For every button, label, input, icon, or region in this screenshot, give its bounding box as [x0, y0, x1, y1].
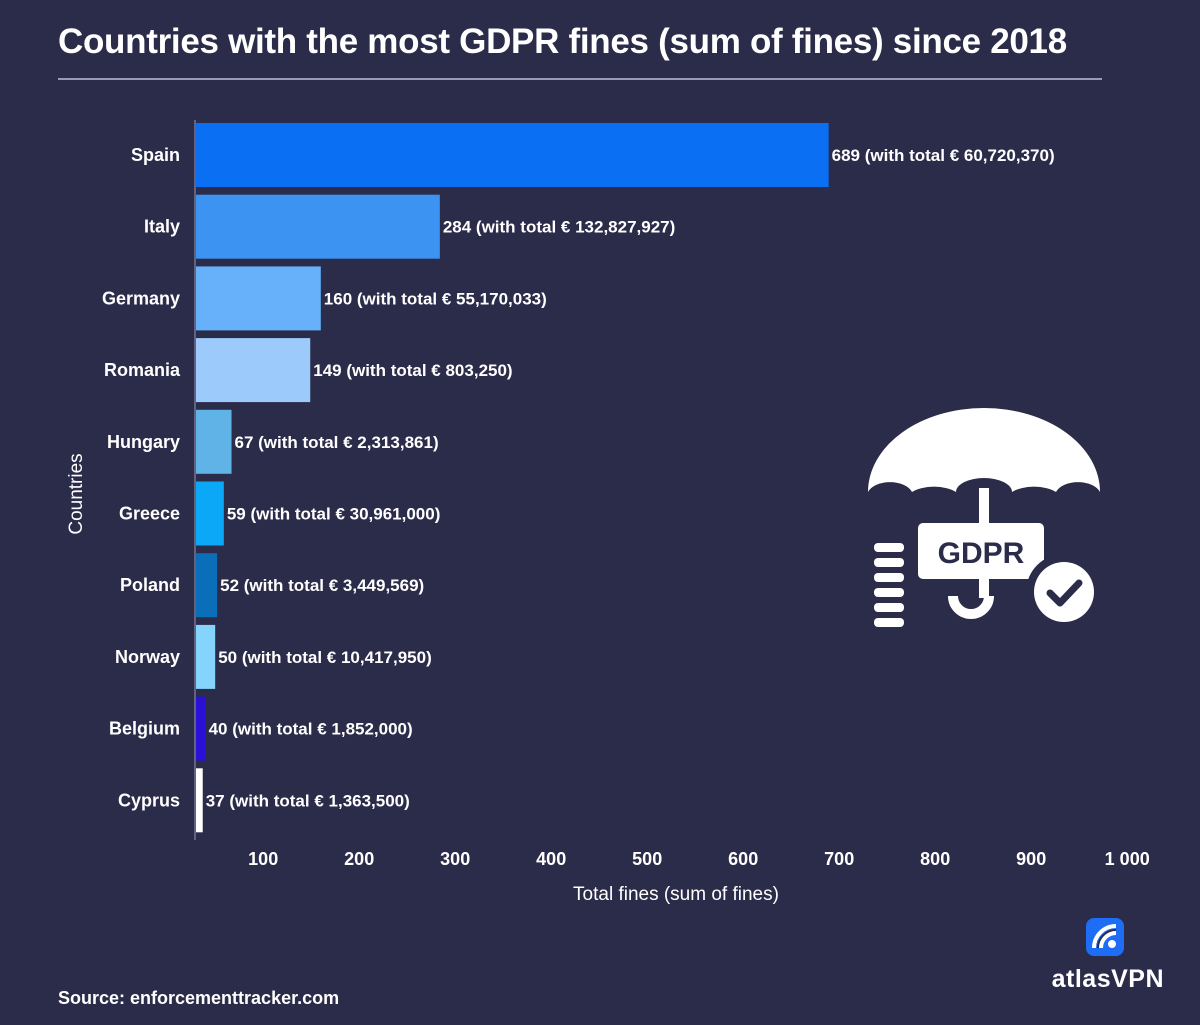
category-label-italy: Italy: [144, 217, 180, 237]
category-label-spain: Spain: [131, 145, 180, 165]
category-label-hungary: Hungary: [107, 432, 180, 452]
x-tick-label: 400: [536, 849, 566, 869]
data-label-hungary: 67 (with total € 2,313,861): [235, 433, 439, 452]
chart-title: Countries with the most GDPR fines (sum …: [58, 22, 1067, 61]
bar-cyprus: [196, 768, 203, 833]
data-label-germany: 160 (with total € 55,170,033): [324, 289, 547, 308]
gdpr-plate-label: GDPR: [938, 537, 1025, 570]
category-label-greece: Greece: [119, 504, 180, 524]
x-tick-label: 800: [920, 849, 950, 869]
atlasvpn-logo-icon: [1086, 918, 1124, 956]
data-label-greece: 59 (with total € 30,961,000): [227, 505, 441, 524]
x-axis-title: Total fines (sum of fines): [573, 884, 779, 905]
bar-spain: [196, 123, 829, 187]
y-axis-title: Countries: [66, 453, 87, 534]
x-tick-label: 900: [1016, 849, 1046, 869]
bar-hungary: [196, 409, 232, 474]
bar-belgium: [196, 696, 206, 761]
bar-germany: [196, 266, 321, 331]
category-label-poland: Poland: [120, 575, 180, 595]
category-label-norway: Norway: [115, 647, 180, 667]
bar-greece: [196, 481, 224, 546]
bar-poland: [196, 553, 218, 618]
data-label-spain: 689 (with total € 60,720,370): [832, 146, 1055, 165]
data-label-italy: 284 (with total € 132,827,927): [443, 218, 675, 237]
x-tick-label: 300: [440, 849, 470, 869]
category-label-germany: Germany: [102, 288, 180, 308]
bar-norway: [196, 624, 216, 689]
bar-romania: [196, 338, 311, 403]
data-label-cyprus: 37 (with total € 1,363,500): [206, 791, 410, 810]
bar-italy: [196, 194, 440, 259]
category-label-cyprus: Cyprus: [118, 790, 180, 810]
brand-name: atlasVPN: [1051, 965, 1164, 993]
checkmark-circle-icon: [1026, 554, 1102, 630]
data-label-norway: 50 (with total € 10,417,950): [218, 648, 432, 667]
x-tick-label: 200: [344, 849, 374, 869]
x-tick-label: 700: [824, 849, 854, 869]
data-label-belgium: 40 (with total € 1,852,000): [209, 720, 413, 739]
x-tick-label: 100: [248, 849, 278, 869]
category-label-belgium: Belgium: [109, 719, 180, 739]
x-tick-label: 600: [728, 849, 758, 869]
title-divider: [58, 78, 1102, 80]
data-label-poland: 52 (with total € 3,449,569): [220, 576, 424, 595]
source-note: Source: enforcementtracker.com: [58, 988, 340, 1008]
x-tick-label: 500: [632, 849, 662, 869]
category-label-romania: Romania: [104, 360, 181, 380]
x-tick-label: 1 000: [1105, 849, 1150, 869]
data-label-romania: 149 (with total € 803,250): [313, 361, 512, 380]
umbrella-shield-icon: GDPR: [868, 408, 1102, 630]
